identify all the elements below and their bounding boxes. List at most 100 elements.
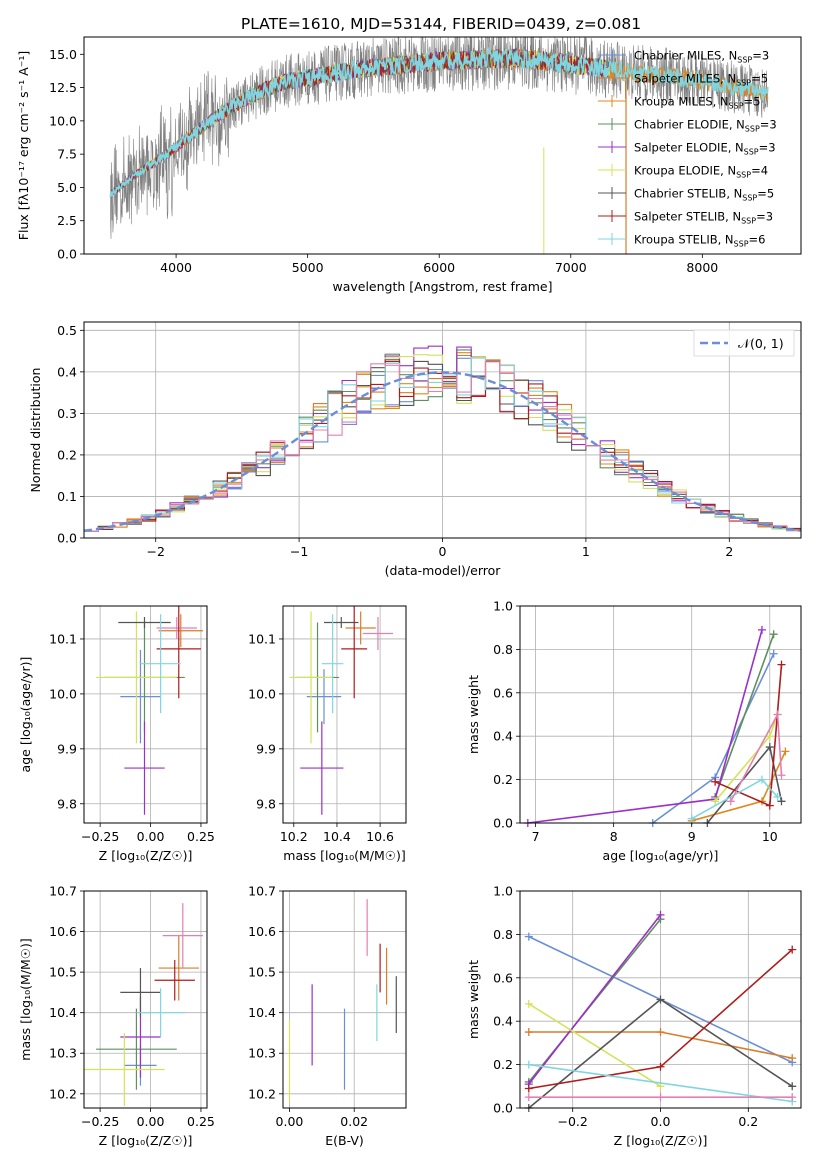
y-tick-label: 10.3 xyxy=(248,1046,276,1061)
residual-histogram-step xyxy=(84,361,801,532)
axes-frame xyxy=(83,890,208,1109)
y-tick-label: 10.0 xyxy=(49,686,77,701)
weight-point-marker xyxy=(773,710,782,719)
weight-point-marker xyxy=(757,775,766,784)
weight-point-marker xyxy=(656,1062,665,1071)
x-tick-label: 0.0 xyxy=(651,1114,671,1129)
y-axis-label: mass weight xyxy=(466,675,481,754)
spectrum-panel: 4000 5000 6000 7000 8000 0.0 2.5 5.0 7.5 10.0 12.5… xyxy=(16,36,802,294)
y-tick-label: 0.8 xyxy=(493,642,513,657)
weight-series-line xyxy=(528,914,662,1085)
weight-point-marker xyxy=(777,660,786,669)
x-axis-label: wavelength [Angstrom, rest frame] xyxy=(332,279,552,294)
x-tick-label: −0.25 xyxy=(81,829,119,844)
weight-point-marker xyxy=(524,1060,533,1069)
x-tick-label: 5000 xyxy=(292,260,324,275)
y-tick-label: 10.4 xyxy=(49,1005,77,1020)
x-tick-label: 10.6 xyxy=(366,829,394,844)
x-tick-label: 0 xyxy=(439,544,447,559)
y-tick-label: 10.4 xyxy=(248,1005,276,1020)
weight-point-marker xyxy=(524,932,533,941)
x-axis-label: Z [log₁₀(Z/Z☉)] xyxy=(614,1133,708,1148)
x-axis-label: Z [log₁₀(Z/Z☉)] xyxy=(99,848,193,863)
weight-point-marker xyxy=(769,649,778,658)
weight-point-marker xyxy=(656,995,665,1004)
residuals-panel: −2 −1 0 1 2 0.0 0.1 0.2 0.3 0.4 0.5 (data-model)/er… xyxy=(28,321,802,578)
x-tick-label: 7000 xyxy=(555,260,587,275)
residual-legend-label: 𝒩(0, 1) xyxy=(738,336,784,351)
y-tick-label: 9.8 xyxy=(256,796,276,811)
weight-point-marker xyxy=(711,797,720,806)
legend-entry: Chabrier ELODIE, NSSP=3 xyxy=(634,118,777,134)
y-tick-label: 10.7 xyxy=(248,884,276,899)
legend-entry: Salpeter ELODIE, NSSP=3 xyxy=(634,141,776,157)
y-axis-label: mass [log₁₀(M/M☉)] xyxy=(18,938,33,1060)
y-tick-label: 0.0 xyxy=(57,247,77,262)
weight-point-marker xyxy=(788,945,797,954)
y-tick-label: 12.5 xyxy=(49,80,77,95)
y-tick-label: 0.0 xyxy=(57,531,77,546)
x-axis-label: (data-model)/error xyxy=(385,563,502,578)
y-axis-label: mass weight xyxy=(466,960,481,1039)
weight-series-line xyxy=(528,1003,661,1087)
weight-point-marker xyxy=(788,1054,797,1063)
y-tick-label: 10.2 xyxy=(248,1086,276,1101)
weight-point-marker xyxy=(765,801,774,810)
normal-reference-curve xyxy=(84,371,801,532)
y-tick-label: 0.8 xyxy=(493,927,513,942)
x-axis-label: E(B-V) xyxy=(325,1133,364,1148)
weight-point-marker xyxy=(788,1082,797,1091)
spectrum-legend: Chabrier MILES, NSSP=3 Salpeter MILES, NS… xyxy=(598,49,777,249)
weight-series-line xyxy=(528,1063,793,1103)
x-axis-label: Z [log₁₀(Z/Z☉)] xyxy=(99,1133,193,1148)
legend-entry: Kroupa ELODIE, NSSP=4 xyxy=(634,164,768,180)
y-tick-label: 0.3 xyxy=(57,406,77,421)
weight-vs-metallicity-panel: −0.2 0.0 0.2 0.0 0.2 0.4 0.6 0.8 1.0 Z [log₁₀(Z/Z… xyxy=(466,884,802,1148)
y-tick-label: 0.2 xyxy=(57,447,77,462)
weight-point-marker xyxy=(765,732,774,741)
axes-frame xyxy=(83,605,208,824)
weight-point-marker xyxy=(726,797,735,806)
weight-series-line xyxy=(714,633,775,798)
weight-point-marker xyxy=(524,999,533,1008)
weight-point-marker xyxy=(524,1084,533,1093)
weight-point-marker xyxy=(524,1093,533,1102)
weight-point-marker xyxy=(757,625,766,634)
weight-point-marker xyxy=(765,743,774,752)
x-axis-label: age [log₁₀(age/yr)] xyxy=(603,848,719,863)
y-tick-label: 1.0 xyxy=(493,599,513,614)
y-tick-label: 9.9 xyxy=(57,741,77,756)
y-tick-label: 0.5 xyxy=(57,323,77,338)
age-vs-mass-panel: 10.2 10.4 10.6 9.8 9.9 10.0 10.1 mass [log₁₀(M/… xyxy=(248,605,407,863)
y-tick-label: 0.0 xyxy=(493,1101,513,1116)
weight-vs-age-panel: 7 8 9 10 0.0 0.2 0.4 0.6 0.8 1.0 age [log₁₀(age/yr… xyxy=(466,599,802,863)
y-tick-label: 10.1 xyxy=(248,631,276,646)
weight-point-marker xyxy=(656,1028,665,1037)
x-tick-label: −0.25 xyxy=(81,1114,119,1129)
x-tick-label: 8 xyxy=(610,829,618,844)
y-tick-label: 0.4 xyxy=(493,1014,513,1029)
weight-point-marker xyxy=(687,814,696,823)
axes-frame xyxy=(282,605,407,824)
y-tick-label: 0.2 xyxy=(493,772,513,787)
mass-vs-extinction-panel: 0.00 0.02 10.2 10.3 10.4 10.5 10.6 10.7 E(B-V) xyxy=(248,884,407,1148)
y-tick-label: 9.8 xyxy=(57,796,77,811)
mass-vs-metallicity-panel: −0.25 0.00 0.25 10.2 10.3 10.4 10.5 10.6 10.7 Z [… xyxy=(18,884,215,1149)
y-tick-label: 0.4 xyxy=(493,729,513,744)
y-tick-label: 10.5 xyxy=(49,965,77,980)
weight-point-marker xyxy=(773,792,782,801)
weight-point-marker xyxy=(656,1093,665,1102)
x-tick-label: 8000 xyxy=(686,260,718,275)
weight-point-marker xyxy=(656,910,665,919)
weight-point-marker xyxy=(711,777,720,786)
y-tick-label: 5.0 xyxy=(57,180,77,195)
x-tick-label: 0.00 xyxy=(137,829,165,844)
weight-point-marker xyxy=(781,747,790,756)
y-tick-label: 0.6 xyxy=(493,970,513,985)
y-tick-label: 10.6 xyxy=(49,924,77,939)
x-tick-label: 6000 xyxy=(423,260,455,275)
x-tick-label: 2 xyxy=(725,544,733,559)
y-tick-label: 10.3 xyxy=(49,1046,77,1061)
y-tick-label: 7.5 xyxy=(57,147,77,162)
age-vs-metallicity-panel: −0.25 0.00 0.25 9.8 9.9 10.0 10.1 Z [log₁₀(Z/Z☉… xyxy=(18,605,215,863)
